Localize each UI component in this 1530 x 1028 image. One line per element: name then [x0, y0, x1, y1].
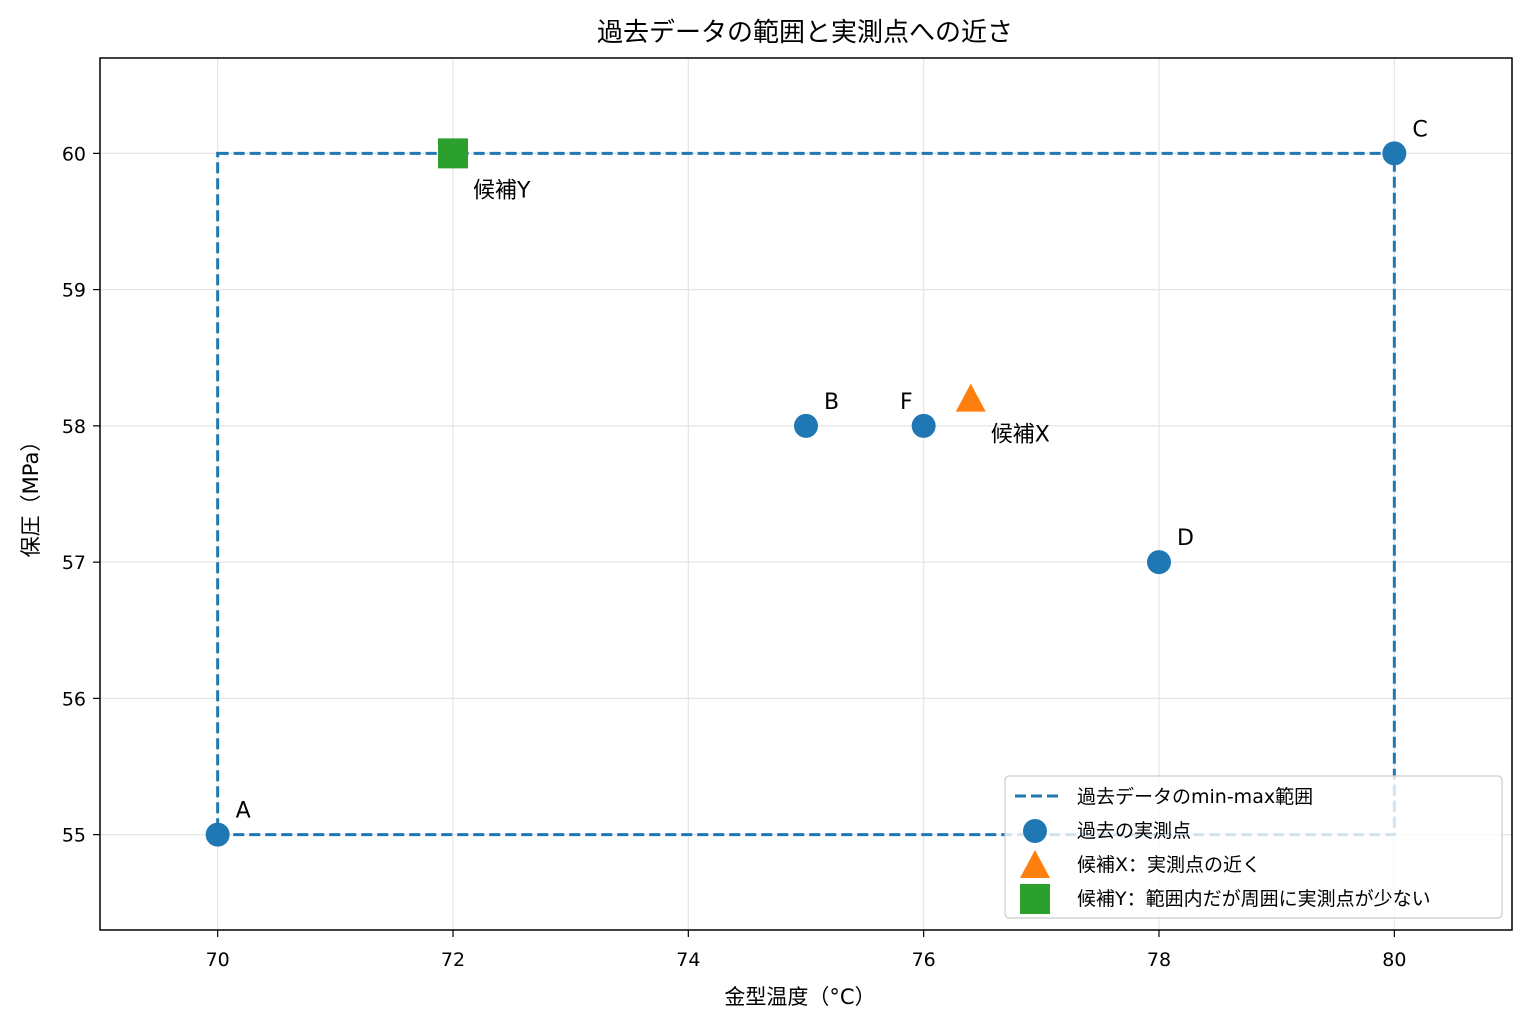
data-point-B [794, 413, 818, 438]
chart-title: 過去データの範囲と実測点への近さ [597, 18, 1013, 48]
y-axis-label: 保圧（MPa） [19, 431, 43, 558]
data-points [205, 138, 1407, 847]
data-point-D [1147, 550, 1171, 575]
x-tick-label: 76 [912, 949, 936, 971]
data-point-候補Y [438, 138, 468, 169]
data-point-A [205, 822, 230, 847]
point-label-D: D [1177, 526, 1194, 551]
x-tick-label: 80 [1382, 949, 1406, 971]
point-labels: A B C D F 候補X 候補Y [236, 117, 1428, 823]
data-point-C [1382, 141, 1407, 166]
x-tick-label: 70 [206, 949, 230, 971]
legend-label: 候補X：実測点の近く [1077, 854, 1261, 876]
data-point-候補X [955, 383, 986, 412]
legend: 過去データのmin-max範囲過去の実測点候補X：実測点の近く候補Y：範囲内だが… [1004, 775, 1503, 919]
y-tick-label: 55 [62, 825, 86, 847]
y-tick-label: 59 [62, 280, 86, 302]
range-box [216, 151, 1396, 837]
legend-label: 過去データのmin-max範囲 [1077, 786, 1313, 808]
point-label-候補Y: 候補Y [473, 178, 531, 203]
legend-swatch-circle [1023, 819, 1047, 843]
y-tick-label: 57 [62, 552, 86, 574]
point-label-A: A [236, 799, 251, 824]
range-box-outline [216, 151, 1396, 837]
point-label-C: C [1412, 117, 1427, 142]
legend-swatch-square [1020, 884, 1050, 914]
legend-label: 候補Y：範囲内だが周囲に実測点が少ない [1077, 888, 1431, 910]
point-label-候補X: 候補X [991, 423, 1050, 448]
y-tick-label: 60 [62, 143, 86, 165]
legend-box [1004, 775, 1503, 919]
y-axis-ticks: 55 56 57 58 59 60 [62, 143, 100, 847]
x-axis-ticks: 70 72 74 76 78 80 [206, 930, 1406, 971]
x-tick-label: 72 [441, 949, 465, 971]
x-axis-label: 金型温度（°C） [724, 985, 875, 1009]
x-tick-label: 78 [1147, 949, 1171, 971]
legend-swatch-triangle [1020, 850, 1050, 878]
y-tick-label: 56 [62, 688, 86, 710]
plot-frame [99, 57, 1513, 931]
point-label-B: B [824, 390, 839, 415]
y-tick-label: 58 [62, 416, 86, 438]
legend-label: 過去の実測点 [1077, 820, 1191, 842]
data-point-F [911, 413, 936, 438]
point-label-F: F [900, 390, 913, 415]
x-tick-label: 74 [676, 949, 700, 971]
